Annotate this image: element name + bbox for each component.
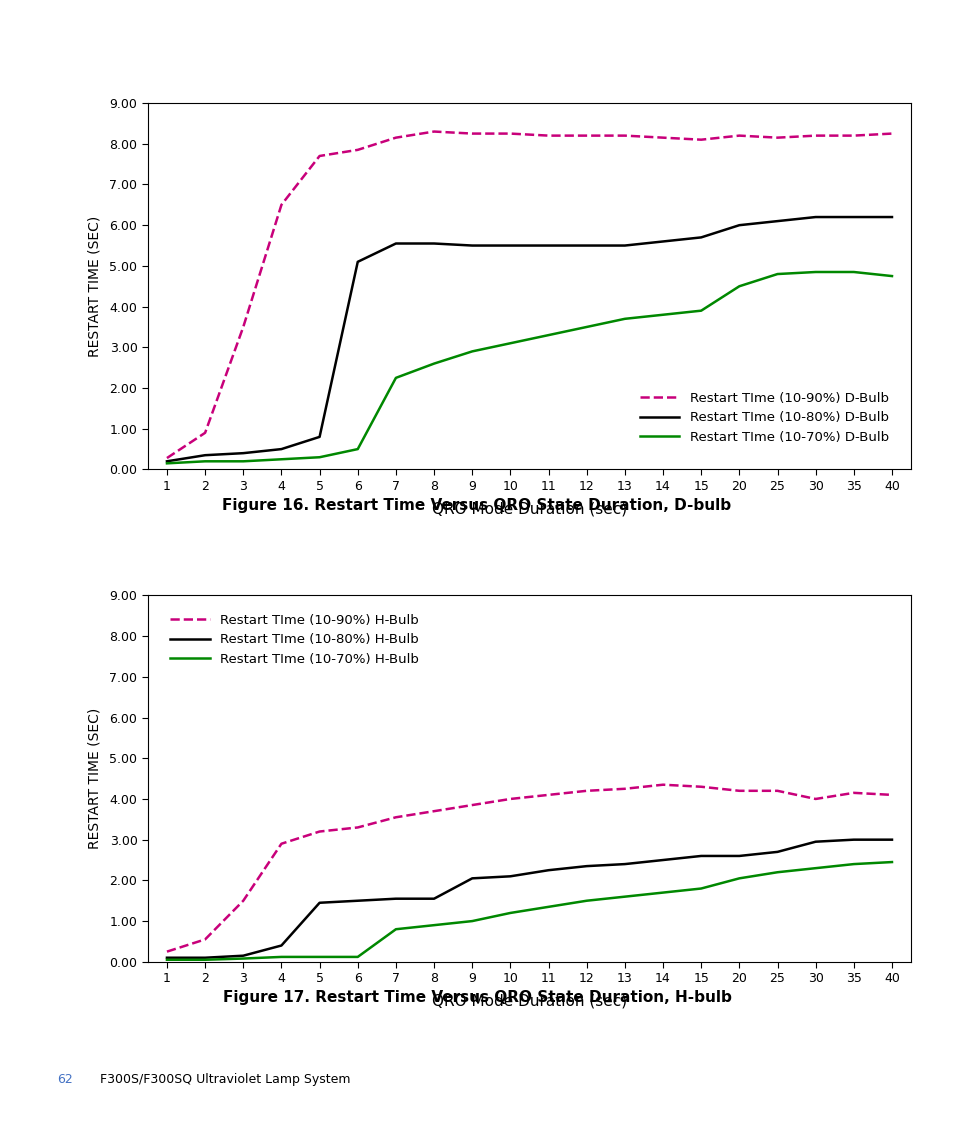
Legend: Restart TIme (10-90%) H-Bulb, Restart TIme (10-80%) H-Bulb, Restart TIme (10-70%: Restart TIme (10-90%) H-Bulb, Restart TI… [162,606,427,673]
X-axis label: QRO Mode Duration (sec): QRO Mode Duration (sec) [432,994,626,1009]
Text: 62: 62 [57,1073,73,1085]
Text: Figure 17. Restart Time Versus QRO State Duration, H-bulb: Figure 17. Restart Time Versus QRO State… [222,990,731,1005]
Y-axis label: RESTART TIME (SEC): RESTART TIME (SEC) [87,708,101,850]
Legend: Restart TIme (10-90%) D-Bulb, Restart TIme (10-80%) D-Bulb, Restart TIme (10-70%: Restart TIme (10-90%) D-Bulb, Restart TI… [631,384,896,452]
X-axis label: QRO Mode Duration (sec): QRO Mode Duration (sec) [432,502,626,516]
Text: Figure 16. Restart Time Versus QRO State Duration, D-bulb: Figure 16. Restart Time Versus QRO State… [222,498,731,513]
Y-axis label: RESTART TIME (SEC): RESTART TIME (SEC) [87,215,101,357]
Text: F300S/F300SQ Ultraviolet Lamp System: F300S/F300SQ Ultraviolet Lamp System [100,1073,351,1085]
